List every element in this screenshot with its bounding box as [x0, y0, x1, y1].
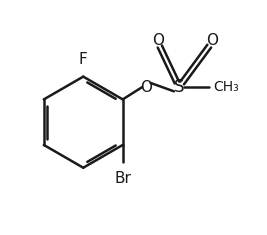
- Text: O: O: [140, 80, 152, 95]
- Text: O: O: [152, 33, 164, 48]
- Text: F: F: [79, 52, 88, 67]
- Text: CH₃: CH₃: [213, 80, 239, 94]
- Text: Br: Br: [114, 171, 131, 186]
- Text: S: S: [174, 78, 184, 96]
- Text: O: O: [206, 33, 218, 48]
